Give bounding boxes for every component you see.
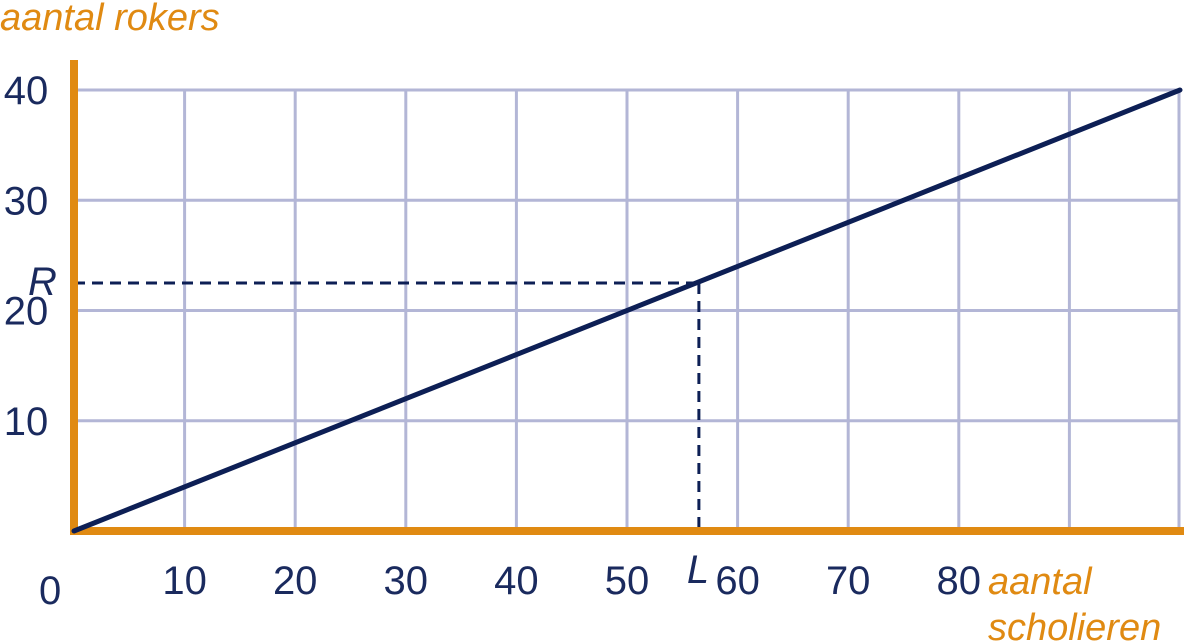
x-axis-title-line1: aantal: [988, 561, 1093, 603]
x-tick-label: 30: [384, 559, 429, 603]
y-axis-title: aantal rokers: [0, 0, 220, 39]
x-axis-title-line2: scholieren: [988, 607, 1161, 642]
origin-label: 0: [39, 569, 61, 613]
marker-label-r: R: [28, 260, 57, 304]
y-tick-label: 20: [4, 290, 49, 334]
x-tick-label: 50: [605, 559, 650, 603]
y-tick-label: 40: [4, 69, 49, 113]
grid: [74, 88, 1181, 531]
x-tick-label: 80: [937, 559, 982, 603]
y-tick-label: 10: [4, 400, 49, 444]
x-tick-label: 40: [494, 559, 539, 603]
x-tick-label: 20: [273, 559, 318, 603]
x-tick-label: 70: [826, 559, 871, 603]
series-line: [71, 87, 1183, 534]
marker-label-l: L: [687, 548, 709, 592]
y-tick-label: 30: [4, 179, 49, 223]
axes: [70, 60, 1184, 535]
series: [71, 87, 1183, 534]
reference-lines: [74, 281, 701, 531]
x-tick-label: 60: [715, 559, 760, 603]
x-tick-label: 10: [162, 559, 207, 603]
